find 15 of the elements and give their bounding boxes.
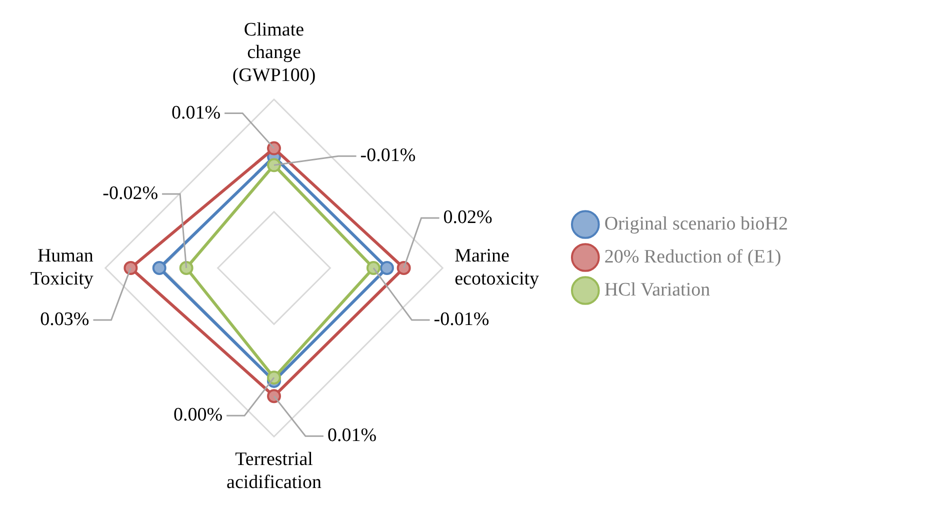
spoke-label: Terrestrial acidification xyxy=(226,448,322,493)
spoke-label: Human Toxicity xyxy=(30,246,94,290)
text: 0.01% xyxy=(327,425,377,446)
text: -0.01% xyxy=(360,145,416,166)
legend-label: 20% Reduction of (E1) xyxy=(604,246,782,268)
text: 0.00% xyxy=(173,404,223,426)
text: 0.02% xyxy=(443,206,493,228)
text: -0.01% xyxy=(434,308,490,330)
spoke-label: Marine ecotoxicity xyxy=(454,246,540,290)
text: -0.02% xyxy=(102,182,158,204)
spoke-label: Climate change (GWP100) xyxy=(232,19,316,86)
legend-label: HCl Variation xyxy=(604,279,711,300)
legend-label: Original scenario bioH2 xyxy=(604,213,788,234)
text: 0.01% xyxy=(171,102,221,124)
text: 0.03% xyxy=(40,308,90,330)
